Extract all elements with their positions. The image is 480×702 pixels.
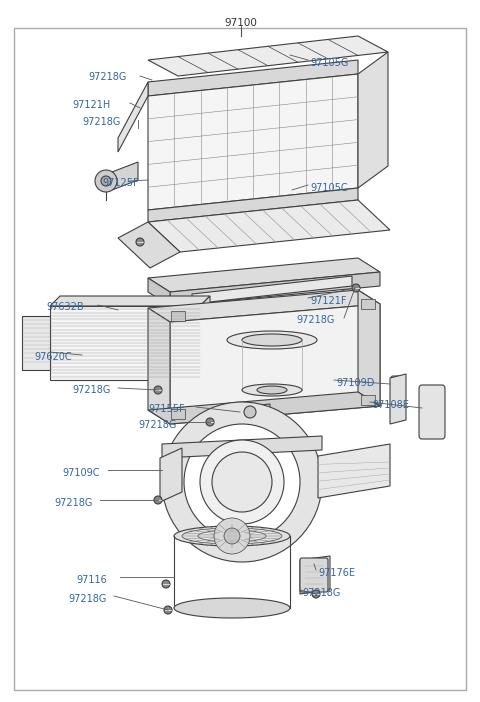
Text: 97620C: 97620C: [34, 352, 72, 362]
Text: 97155F: 97155F: [148, 404, 185, 414]
Ellipse shape: [242, 334, 302, 346]
Circle shape: [224, 528, 240, 544]
Circle shape: [101, 176, 111, 186]
Circle shape: [136, 238, 144, 246]
Ellipse shape: [257, 386, 287, 394]
Text: 97218G: 97218G: [68, 594, 107, 604]
Ellipse shape: [214, 532, 250, 540]
Text: 97109D: 97109D: [336, 378, 374, 388]
Circle shape: [154, 496, 162, 504]
Circle shape: [214, 518, 250, 554]
Text: 97218G: 97218G: [54, 498, 92, 508]
FancyBboxPatch shape: [300, 558, 328, 592]
Ellipse shape: [174, 598, 290, 618]
Text: 97121H: 97121H: [72, 100, 110, 110]
Ellipse shape: [174, 526, 290, 546]
Text: 97108E: 97108E: [372, 400, 409, 410]
FancyBboxPatch shape: [391, 376, 405, 420]
Text: 97218G: 97218G: [302, 588, 340, 598]
Polygon shape: [148, 290, 380, 322]
Text: 97218G: 97218G: [138, 420, 176, 430]
FancyBboxPatch shape: [419, 385, 445, 439]
Bar: [171, 409, 185, 419]
Circle shape: [162, 580, 170, 588]
Polygon shape: [148, 392, 380, 424]
Text: 97116: 97116: [76, 575, 107, 585]
Polygon shape: [148, 258, 380, 292]
Polygon shape: [358, 52, 388, 188]
Polygon shape: [112, 162, 138, 190]
Polygon shape: [148, 278, 170, 306]
Circle shape: [206, 418, 214, 426]
Ellipse shape: [227, 331, 317, 349]
Polygon shape: [148, 188, 358, 222]
Polygon shape: [230, 404, 270, 420]
Circle shape: [212, 452, 272, 512]
Text: 97176E: 97176E: [318, 568, 355, 578]
Text: 97105G: 97105G: [310, 58, 348, 68]
Text: 97105C: 97105C: [310, 183, 348, 193]
Polygon shape: [300, 556, 330, 594]
Circle shape: [95, 170, 117, 192]
Polygon shape: [162, 436, 322, 458]
Circle shape: [352, 284, 360, 292]
Polygon shape: [170, 304, 380, 424]
Ellipse shape: [242, 384, 302, 396]
Polygon shape: [118, 82, 148, 152]
Text: 97100: 97100: [225, 18, 257, 28]
Circle shape: [154, 386, 162, 394]
Text: 97121F: 97121F: [310, 296, 347, 306]
Polygon shape: [148, 200, 390, 252]
Bar: [361, 395, 375, 405]
Polygon shape: [148, 74, 358, 210]
Circle shape: [200, 440, 284, 524]
Text: 97218G: 97218G: [88, 72, 126, 82]
Polygon shape: [170, 272, 380, 306]
Circle shape: [312, 590, 320, 598]
Polygon shape: [390, 374, 406, 424]
Polygon shape: [50, 296, 210, 306]
Polygon shape: [118, 222, 180, 268]
Polygon shape: [148, 308, 170, 424]
Text: 97109C: 97109C: [62, 468, 99, 478]
Polygon shape: [148, 60, 358, 96]
Ellipse shape: [198, 530, 266, 542]
Text: 97218G: 97218G: [72, 385, 110, 395]
Circle shape: [164, 606, 172, 614]
Polygon shape: [50, 306, 200, 380]
Polygon shape: [358, 290, 380, 406]
Text: 97125F: 97125F: [102, 178, 139, 188]
Polygon shape: [200, 296, 210, 380]
Text: 97218G: 97218G: [296, 315, 335, 325]
Polygon shape: [160, 448, 182, 502]
Bar: [361, 299, 375, 309]
Text: 97632B: 97632B: [46, 302, 84, 312]
Polygon shape: [318, 444, 390, 498]
Circle shape: [244, 406, 256, 418]
Text: 97218G: 97218G: [82, 117, 120, 127]
Polygon shape: [22, 316, 50, 370]
Polygon shape: [192, 276, 352, 304]
Polygon shape: [148, 36, 388, 76]
Bar: [171, 311, 185, 321]
Wedge shape: [162, 402, 322, 562]
